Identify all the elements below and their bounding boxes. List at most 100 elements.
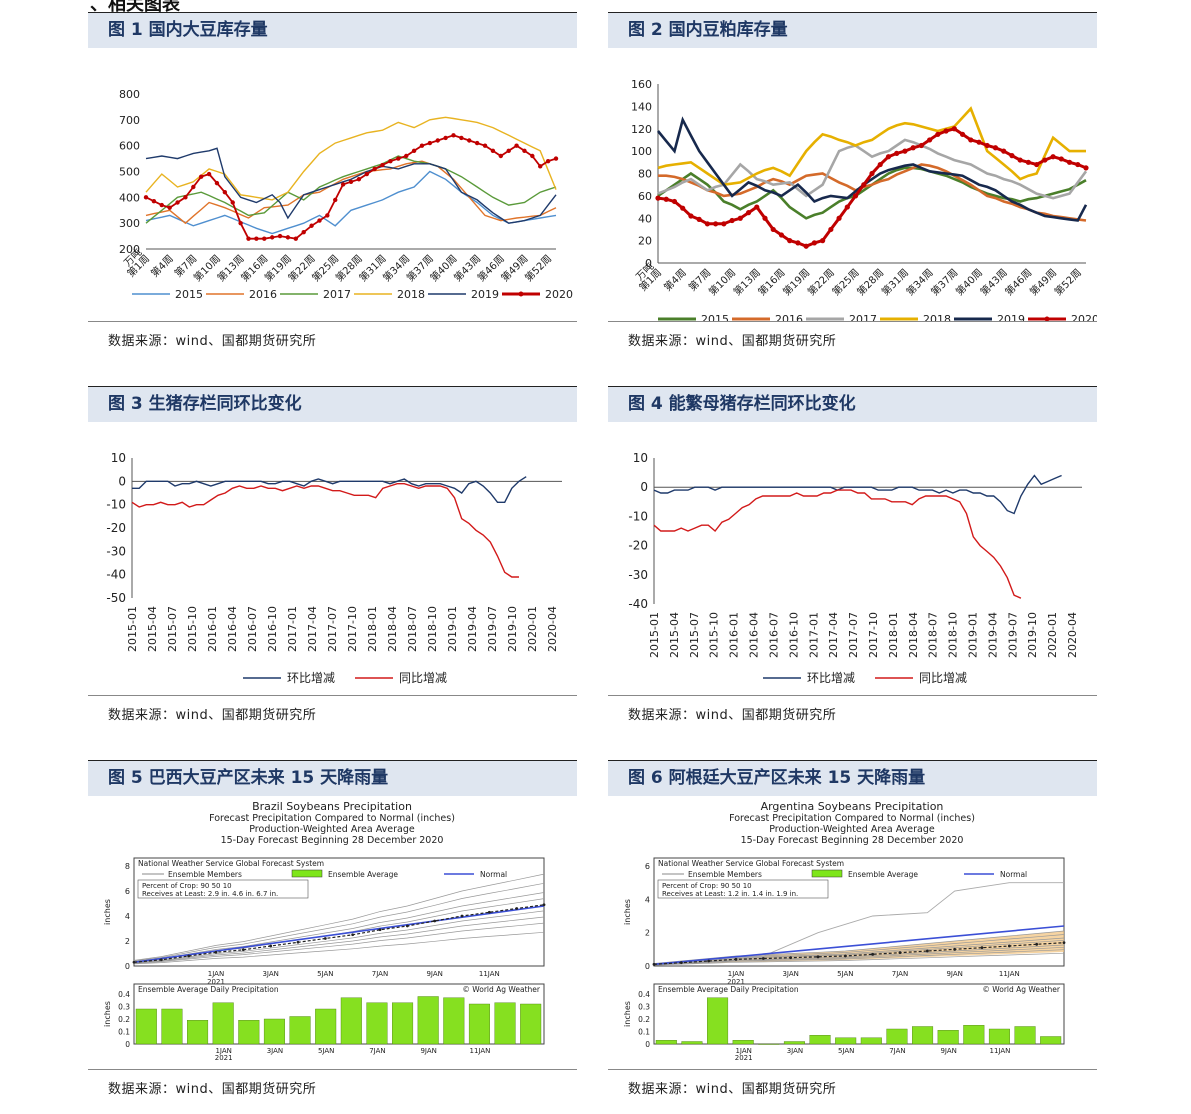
ensemble-average-line <box>133 904 545 963</box>
panel-title: 图 6 阿根廷大豆产区未来 15 天降雨量 <box>608 760 1097 796</box>
series-marker-2020 <box>836 215 842 221</box>
bar-x-tick-label: 9JAN <box>420 1047 436 1055</box>
series-marker-2020 <box>778 232 785 238</box>
x-tick-label: 9JAN <box>946 970 962 978</box>
series-marker-2020 <box>333 197 338 203</box>
bar-y-tick-label: 0.3 <box>118 1003 130 1012</box>
x-tick-label: 2015-07 <box>166 606 179 652</box>
caption-line: 15-Day Forecast Beginning 28 December 20… <box>221 835 444 846</box>
series-marker-2020 <box>877 161 883 168</box>
series-line-2016 <box>145 160 557 225</box>
series-marker-2020 <box>704 221 710 227</box>
precip-bar <box>392 1002 414 1045</box>
series-line-2020 <box>657 127 1087 248</box>
legend-label-2018: 2018 <box>397 288 425 301</box>
series-marker-2020 <box>403 153 409 159</box>
ensemble-average-point <box>515 907 519 910</box>
ensemble-average-point <box>925 949 929 953</box>
ensemble-average-point <box>323 937 327 940</box>
precip-bar <box>135 1008 157 1045</box>
series-marker-2020 <box>721 221 727 227</box>
source-note: 数据来源：wind、国都期货研究所 <box>628 708 837 723</box>
x-tick-label: 1JAN <box>208 970 224 978</box>
x-tick-label: 2016-07 <box>246 606 259 652</box>
x-tick-label: 2017-10 <box>867 612 880 658</box>
x-tick-label: 2019-04 <box>466 606 479 652</box>
precip-bar <box>212 1002 234 1045</box>
ensemble-average-point <box>269 944 273 948</box>
bar-y-tick-label: 0.4 <box>638 990 650 999</box>
x-tick-label: 第22周 <box>805 266 837 298</box>
x-tick-label: 第25周 <box>829 266 861 298</box>
series-marker-2020 <box>175 200 180 205</box>
ensemble-average-point <box>542 903 546 907</box>
forecast-system-label: National Weather Service Global Forecast… <box>138 859 324 868</box>
precip-bar <box>835 1037 857 1045</box>
y-tick-label: 60 <box>638 190 652 203</box>
legend-average-swatch <box>291 869 323 878</box>
x-tick-label: 第16周 <box>755 266 787 298</box>
series-marker-2020 <box>976 139 982 145</box>
x-tick-label: 第28周 <box>854 266 886 298</box>
y-tick-label: 600 <box>119 140 140 153</box>
panel-hog-inventory-change: 图 3 生猪存栏同环比变化 -50 -40 -30 -20 -10 0 10 2015-01 2… <box>88 386 577 723</box>
x-tick-label: 2020-01 <box>526 606 539 652</box>
series-marker-2020 <box>828 226 834 233</box>
bar-x-tick-label: 5JAN <box>318 1047 334 1055</box>
y-tick-label: 80 <box>638 168 652 181</box>
x-tick-label: 2017-04 <box>306 606 319 652</box>
x-tick-label: 2017-01 <box>807 612 820 658</box>
precip-bar <box>886 1028 908 1045</box>
series-marker-2020 <box>729 217 735 224</box>
source-note: 数据来源：wind、国都期货研究所 <box>628 1082 837 1097</box>
series-marker-2020 <box>688 213 694 219</box>
bar-x-tick-year: 2021 <box>215 1054 233 1062</box>
x-tick-label: 2016-01 <box>206 606 219 652</box>
series-line-2015 <box>145 170 557 235</box>
normal-line <box>653 925 1065 966</box>
series-marker-2020 <box>309 223 314 228</box>
y-tick-label: 100 <box>631 145 652 158</box>
ensemble-member-line <box>133 910 545 963</box>
x-tick-label: 2015-01 <box>126 606 139 652</box>
legend-label-环比增减: 环比增减 <box>807 671 855 685</box>
series-marker-2020 <box>671 198 678 205</box>
y-tick-label: 20 <box>638 235 652 248</box>
panel-brazil-precip: 图 5 巴西大豆产区未来 15 天降雨量 Brazil Soybeans Pre… <box>88 760 577 1097</box>
series-line-2017 <box>145 155 557 224</box>
caption-line: Argentina Soybeans Precipitation <box>761 800 944 813</box>
x-tick-label: 2015-07 <box>688 612 701 658</box>
ensemble-average-point <box>487 910 491 914</box>
precip-bar <box>417 996 439 1045</box>
ensemble-average-point <box>1007 944 1011 948</box>
ensemble-average-point <box>159 958 163 962</box>
y-tick-label: 500 <box>119 166 140 179</box>
precip-bar <box>809 1035 831 1045</box>
y-tick-label: -10 <box>106 498 126 512</box>
series-marker-2020 <box>927 137 933 143</box>
series-marker-2020 <box>474 140 480 146</box>
receives-label: Receives at Least: 2.9 in. 4.6 in. 6.7 i… <box>142 890 278 898</box>
x-tick-label: 5JAN <box>317 970 333 978</box>
x-tick-label: 9JAN <box>426 970 442 978</box>
y-tick-label: 4 <box>645 895 650 904</box>
ensemble-average-point <box>871 952 875 956</box>
ensemble-average-point <box>241 948 245 952</box>
receives-label: Receives at Least: 1.2 in. 1.4 in. 1.9 i… <box>662 890 798 898</box>
legend-label-2017: 2017 <box>849 313 877 321</box>
x-tick-label: 第52周 <box>522 252 554 284</box>
source-note: 数据来源：wind、国都期货研究所 <box>108 1082 317 1097</box>
ensemble-member-line <box>133 931 545 965</box>
y-tick-label: -40 <box>106 568 126 582</box>
y-tick-label: 140 <box>631 100 652 113</box>
y-tick-label: 10 <box>633 451 648 465</box>
series-marker-2020 <box>143 195 149 200</box>
x-tick-label: 2019-01 <box>967 612 980 658</box>
series-marker-2020 <box>762 215 768 221</box>
legend-label-2016: 2016 <box>249 288 277 301</box>
bar-x-tick-label: 7JAN <box>889 1047 905 1055</box>
series-line-2017 <box>657 138 1088 200</box>
x-tick-label: 2019-07 <box>1006 612 1019 658</box>
y-tick-label: -30 <box>106 544 126 558</box>
series-marker-2020 <box>968 137 974 143</box>
